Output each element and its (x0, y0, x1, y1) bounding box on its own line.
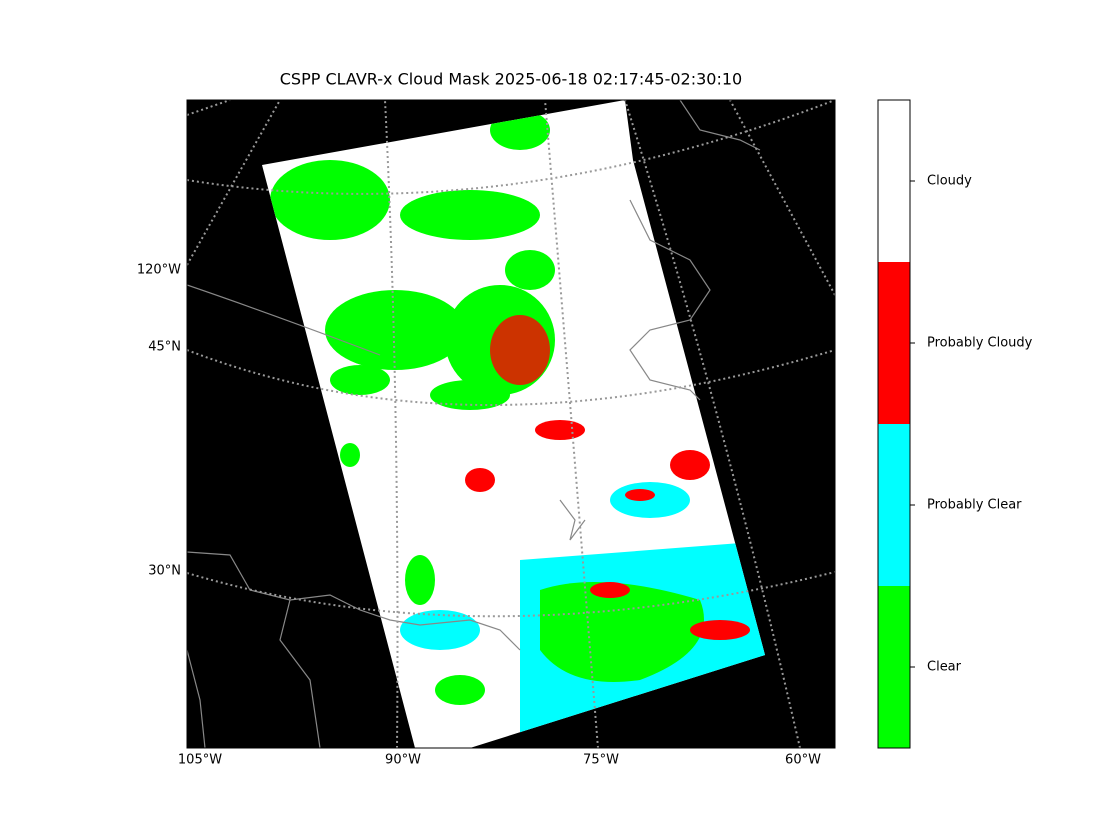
lat-label: 30°N (148, 564, 181, 579)
colorbar-label: Probably Clear (927, 498, 1022, 513)
colorbar-segment (878, 100, 910, 262)
lon-label: 90°W (385, 753, 421, 768)
colorbar-segment (878, 424, 910, 586)
lon-label: 105°W (178, 753, 222, 768)
lon-label: 75°W (583, 753, 619, 768)
lat-label: 120°W (137, 263, 181, 278)
colorbar-label: Clear (927, 660, 962, 675)
map (187, 100, 835, 748)
colorbar-segment (878, 586, 910, 748)
lon-label: 60°W (785, 753, 821, 768)
colorbar-label: Cloudy (927, 174, 972, 189)
lat-label: 45°N (148, 340, 181, 355)
colorbar-label: Probably Cloudy (927, 336, 1033, 351)
colorbar-frame (877, 99, 911, 749)
title: CSPP CLAVR-x Cloud Mask 2025-06-18 02:17… (280, 70, 742, 89)
map-frame (186, 99, 836, 749)
colorbar-segment (878, 262, 910, 424)
